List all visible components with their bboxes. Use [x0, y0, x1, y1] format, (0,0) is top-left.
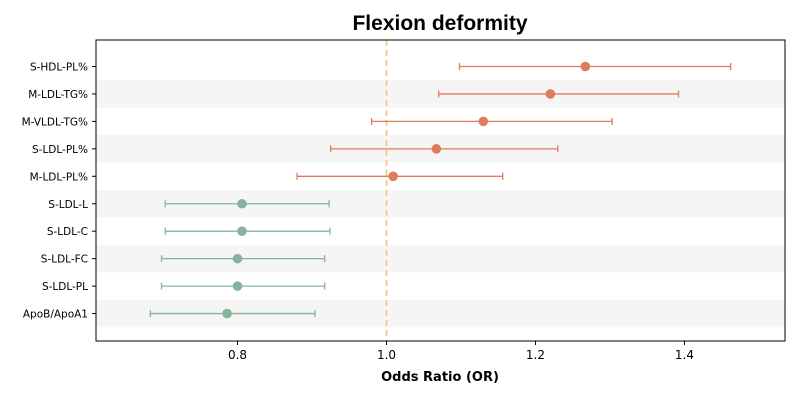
point-estimate: [232, 253, 243, 264]
chart-title: Flexion deformity: [352, 12, 527, 35]
y-tick-label: M-LDL-PL%: [30, 171, 88, 183]
chart-marks: [149, 61, 732, 319]
x-tick-label: 0.8: [228, 348, 247, 362]
y-tick-label: ApoB/ApoA1: [23, 309, 88, 321]
y-tick-label: S-LDL-FC: [41, 254, 88, 266]
point-estimate: [478, 116, 489, 127]
y-tick-label: S-LDL-PL%: [32, 144, 88, 156]
y-tick-label: S-LDL-PL: [42, 281, 88, 293]
y-tick-label: S-HDL-PL%: [30, 62, 88, 74]
point-estimate: [431, 144, 442, 154]
x-axis-label: Odds Ratio (OR): [381, 370, 499, 385]
y-tick-label: M-LDL-TG%: [28, 89, 88, 101]
point-estimate: [580, 61, 591, 72]
point-estimate: [222, 308, 232, 319]
point-estimate: [388, 171, 399, 182]
x-tick-label: 1.2: [526, 348, 545, 362]
x-tick-label: 1.0: [377, 348, 396, 362]
point-estimate: [237, 226, 247, 236]
axes-frame: [95, 39, 786, 342]
x-tick-label: 1.4: [675, 348, 694, 362]
point-estimate: [232, 281, 243, 291]
point-estimate: [237, 198, 247, 209]
point-estimate: [545, 89, 556, 99]
y-tick-label: S-LDL-C: [47, 226, 88, 238]
x-axis: 0.8 1.0 1.2 1.4: [228, 341, 694, 362]
y-tick-label: M-VLDL-TG%: [22, 116, 88, 128]
y-tick-label: S-LDL-L: [48, 199, 88, 211]
y-axis: S-HDL-PL% M-LDL-TG% M-VLDL-TG% S-LDL-PL% M-L…: [22, 62, 96, 321]
